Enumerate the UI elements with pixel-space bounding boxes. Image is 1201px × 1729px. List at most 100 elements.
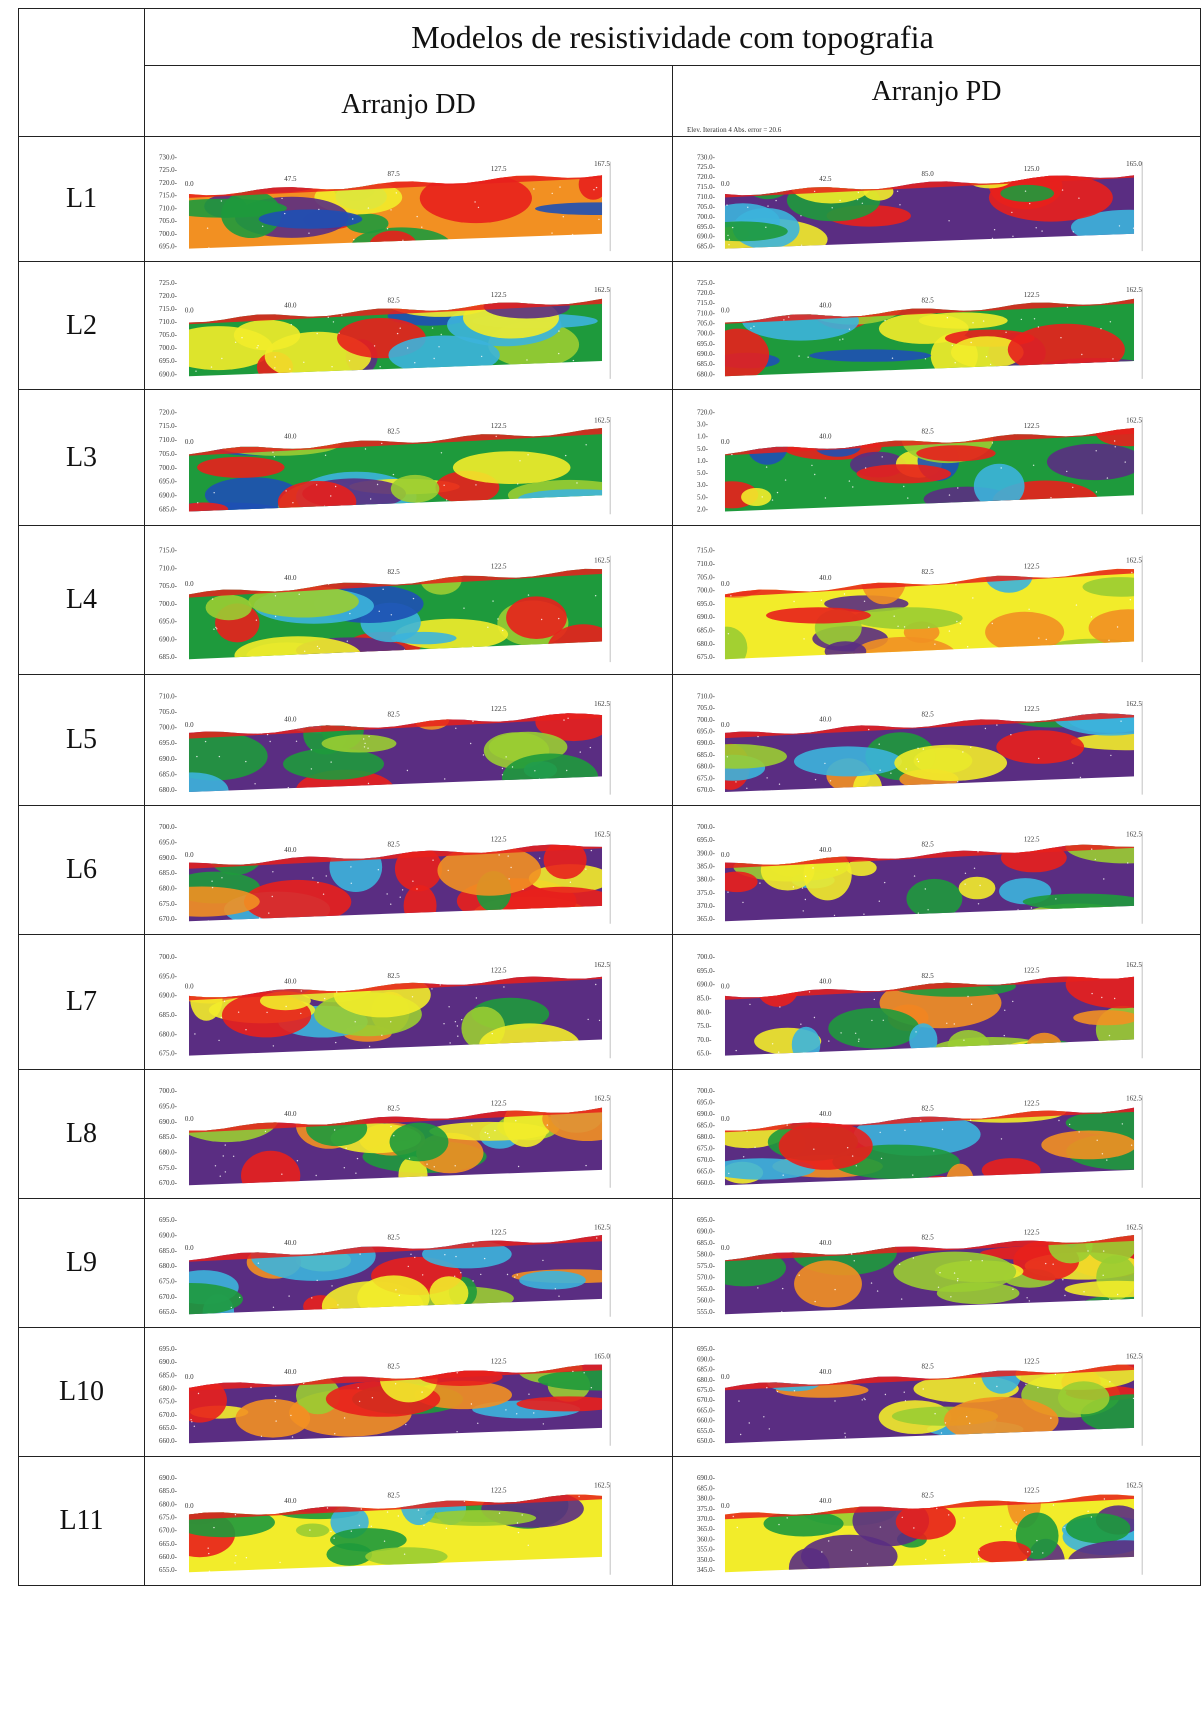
distance-tick-label: 162.5	[1126, 700, 1142, 708]
elevation-tick-label: 685.0-	[697, 1239, 716, 1247]
elevation-tick-label: 715.0-	[159, 422, 178, 430]
distance-tick-label: 162.5	[594, 286, 610, 294]
distance-tick-label: 0.0	[721, 306, 730, 314]
elevation-tick-label: 690.0-	[697, 1355, 716, 1363]
distance-tick-label: 122.5	[1024, 1228, 1040, 1236]
elevation-tick-label: 680.0-	[159, 1148, 178, 1156]
elevation-tick-label: 720.0-	[697, 173, 716, 181]
elevation-tick-label: 3.0-	[697, 420, 709, 428]
distance-tick-label: 0.0	[721, 983, 730, 991]
elevation-tick-label: 670.0-	[159, 1411, 178, 1419]
elevation-tick-label: 685.0-	[159, 1371, 178, 1379]
elevation-tick-label: 690.0-	[697, 233, 716, 241]
distance-tick-label: 0.0	[185, 721, 194, 729]
elevation-tick-label: 695.0-	[159, 972, 178, 980]
distance-tick-label: 122.5	[1024, 291, 1040, 299]
elevation-tick-label: 700.0-	[159, 724, 178, 732]
line-label-l11: L11	[18, 1456, 145, 1586]
elevation-tick-label: 685.0-	[697, 1122, 716, 1130]
distance-tick-label: 0.0	[185, 851, 194, 859]
elevation-tick-label: 715.0-	[159, 305, 178, 313]
distance-tick-label: 162.5	[594, 961, 610, 969]
distance-tick-label: 122.5	[1024, 1099, 1040, 1107]
elevation-tick-label: 675.0-	[697, 1386, 716, 1394]
elevation-tick-label: 675.0-	[159, 1164, 178, 1172]
elevation-tick-label: 665.0-	[159, 1540, 178, 1548]
elevation-tick-label: 695.0-	[159, 618, 178, 626]
table-row: L11 690.0- 685.0- 680.0- 675.0- 670.0- 665.0- 6…	[18, 1456, 1201, 1586]
distance-tick-label: 162.5	[1126, 1481, 1142, 1489]
distance-tick-label: 82.5	[388, 568, 401, 576]
elevation-tick-label: 695.0-	[159, 1216, 178, 1224]
elevation-tick-label: 695.0-	[159, 838, 178, 846]
elevation-tick-label: 580.0-	[697, 1251, 716, 1259]
elevation-tick-label: 680.0-	[159, 1500, 178, 1508]
distance-tick-label: 162.5	[594, 416, 610, 424]
elevation-tick-label: 685.0-	[697, 751, 716, 759]
elevation-tick-label: 360.0-	[697, 1535, 716, 1543]
section-cell-pd: 700.0- 695.0- 690.0- 685.0- 680.0- 675.0- 670.…	[672, 1069, 1201, 1199]
elevation-tick-label: 685.0-	[159, 1247, 178, 1255]
section-cell-dd: 730.0- 725.0- 720.0- 715.0- 710.0- 705.0- 700.…	[144, 136, 673, 262]
elevation-tick-label: 365.0-	[697, 915, 716, 923]
pd-iteration-note: Elev. Iteration 4 Abs. error = 20.6	[687, 126, 782, 134]
resistivity-section-dd-l5: 710.0- 705.0- 700.0- 695.0- 690.0- 685.0- 680.…	[159, 692, 611, 795]
line-label-l4: L4	[18, 525, 145, 675]
elevation-tick-label: 715.0-	[159, 192, 178, 200]
elevation-tick-label: 700.0-	[159, 1087, 178, 1095]
elevation-tick-label: 380.0-	[697, 1494, 716, 1502]
section-cell-pd: 700.0- 695.0- 390.0- 385.0- 380.0- 375.0- 370.…	[672, 805, 1201, 935]
elevation-tick-label: 690.0-	[697, 1474, 716, 1482]
elevation-tick-label: 685.0-	[159, 653, 178, 661]
elevation-tick-label: 680.0-	[697, 1133, 716, 1141]
distance-tick-label: 162.5	[1126, 1352, 1142, 1360]
elevation-tick-label: 730.0-	[697, 153, 716, 161]
elevation-tick-label: 685.0-	[159, 770, 178, 778]
distance-tick-label: 82.5	[922, 1105, 935, 1113]
resistivity-section-dd-l7: 700.0- 695.0- 690.0- 685.0- 680.0- 675.0- 0.0 4…	[159, 953, 611, 1059]
distance-tick-label: 47.5	[284, 175, 297, 183]
elevation-tick-label: 695.0-	[697, 223, 716, 231]
distance-tick-label: 0.0	[185, 983, 194, 991]
elevation-tick-label: 675.0-	[697, 653, 716, 661]
elevation-tick-label: 680.0-	[697, 1376, 716, 1384]
elevation-tick-label: 365.0-	[697, 1525, 716, 1533]
elevation-tick-label: 710.0-	[159, 692, 178, 700]
elevation-tick-label: 715.0-	[697, 547, 716, 555]
elevation-tick-label: 695.0-	[697, 967, 716, 975]
elevation-tick-label: 700.0-	[697, 213, 716, 221]
elevation-tick-label: 690.0-	[159, 635, 178, 643]
distance-tick-label: 40.0	[819, 1110, 832, 1118]
elevation-tick-label: 385.0-	[697, 862, 716, 870]
elevation-tick-label: 685.0-	[697, 360, 716, 368]
distance-tick-label: 0.0	[721, 1244, 730, 1252]
distance-tick-label: 82.5	[388, 1105, 401, 1113]
distance-tick-label: 122.5	[491, 1228, 507, 1236]
line-label-l2: L2	[18, 261, 145, 390]
line-label-l6: L6	[18, 805, 145, 935]
distance-tick-label: 82.5	[922, 1234, 935, 1242]
elevation-tick-label: 720.0-	[697, 289, 716, 297]
elevation-tick-label: 650.0-	[697, 1437, 716, 1445]
elevation-tick-label: 660.0-	[697, 1417, 716, 1425]
resistivity-section-dd-l1: 730.0- 725.0- 720.0- 715.0- 710.0- 705.0- 700.…	[159, 153, 611, 252]
distance-tick-label: 162.5	[1126, 1094, 1142, 1102]
elevation-tick-label: 695.0-	[159, 243, 178, 251]
elevation-tick-label: 705.0-	[697, 319, 716, 327]
distance-tick-label: 122.5	[491, 967, 507, 975]
distance-tick-label: 0.0	[721, 1502, 730, 1510]
elevation-tick-label: 390.0-	[697, 849, 716, 857]
elevation-tick-label: 690.0-	[697, 981, 716, 989]
section-cell-pd: 695.0- 690.0- 685.0- 680.0- 675.0- 670.0- 665.…	[672, 1327, 1201, 1457]
elevation-tick-label: 680.0-	[697, 763, 716, 771]
elevation-tick-label: 695.0-	[697, 836, 716, 844]
distance-tick-label: 40.0	[819, 716, 832, 724]
elevation-tick-label: 690.0-	[697, 739, 716, 747]
elevation-tick-label: 715.0-	[697, 183, 716, 191]
distance-tick-label: 122.5	[491, 1357, 507, 1365]
column-header-dd-label: Arranjo DD	[341, 89, 476, 120]
distance-tick-label: 82.5	[388, 1363, 401, 1371]
section-cell-pd: 720.0- 3.0- 1.0- 5.0- 1.0- 5.0- 3.0- 5.0- 2.0- 0.…	[672, 389, 1201, 526]
elevation-tick-label: 720.0-	[159, 408, 178, 416]
elevation-tick-label: 680.0-	[159, 1262, 178, 1270]
